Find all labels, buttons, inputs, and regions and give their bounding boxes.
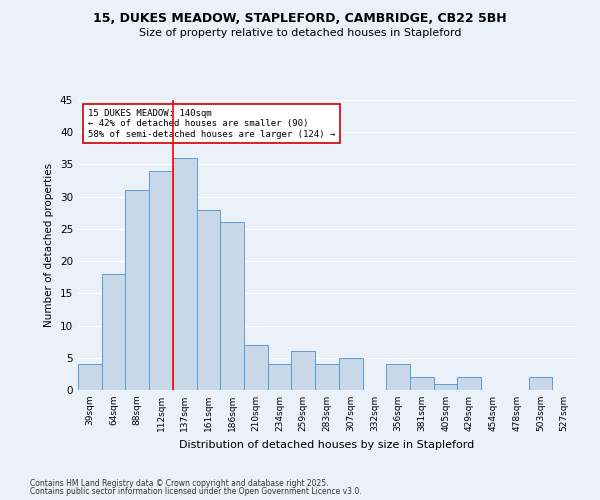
Bar — [78, 364, 102, 390]
Bar — [434, 384, 457, 390]
Bar — [244, 345, 268, 390]
Bar — [339, 358, 362, 390]
Bar — [386, 364, 410, 390]
Bar — [315, 364, 339, 390]
Bar — [173, 158, 197, 390]
Bar — [149, 171, 173, 390]
Bar — [268, 364, 292, 390]
Text: 15, DUKES MEADOW, STAPLEFORD, CAMBRIDGE, CB22 5BH: 15, DUKES MEADOW, STAPLEFORD, CAMBRIDGE,… — [93, 12, 507, 26]
Bar — [197, 210, 220, 390]
Bar — [529, 377, 552, 390]
Text: 15 DUKES MEADOW: 140sqm
← 42% of detached houses are smaller (90)
58% of semi-de: 15 DUKES MEADOW: 140sqm ← 42% of detache… — [88, 108, 335, 138]
Text: Contains public sector information licensed under the Open Government Licence v3: Contains public sector information licen… — [30, 487, 362, 496]
Text: Size of property relative to detached houses in Stapleford: Size of property relative to detached ho… — [139, 28, 461, 38]
X-axis label: Distribution of detached houses by size in Stapleford: Distribution of detached houses by size … — [179, 440, 475, 450]
Bar — [410, 377, 434, 390]
Bar — [125, 190, 149, 390]
Bar — [220, 222, 244, 390]
Text: Contains HM Land Registry data © Crown copyright and database right 2025.: Contains HM Land Registry data © Crown c… — [30, 478, 329, 488]
Bar — [457, 377, 481, 390]
Bar — [102, 274, 125, 390]
Y-axis label: Number of detached properties: Number of detached properties — [44, 163, 55, 327]
Bar — [292, 352, 315, 390]
